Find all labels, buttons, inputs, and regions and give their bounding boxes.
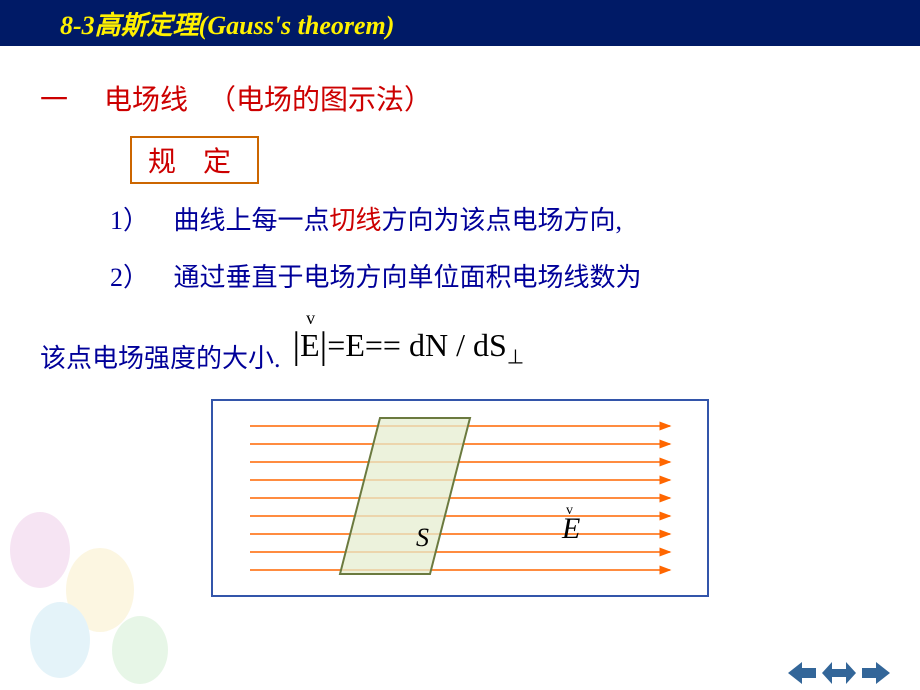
rule-1-post: 方向为该点电场方向,	[382, 206, 623, 235]
field-line-diagram: SEv	[210, 398, 710, 598]
eq1: =	[327, 315, 345, 376]
next-slide-button[interactable]	[862, 662, 890, 684]
prev-slide-button[interactable]	[788, 662, 816, 684]
rule-label-box: 规 定	[130, 136, 259, 184]
abs-open: |	[293, 310, 301, 382]
background-balloons	[0, 390, 200, 690]
rule-1-pre: 曲线上每一点	[174, 206, 330, 235]
title-en: (Gauss's theorem)	[199, 11, 395, 40]
nav-bar	[788, 662, 890, 684]
eq2: =	[365, 315, 383, 376]
rule-1-highlight: 切线	[330, 206, 382, 235]
rule-2-num: 2）	[110, 263, 149, 292]
section-title-main: 电场线	[104, 78, 188, 118]
section-heading: 一 电场线 （电场的图示法）	[0, 48, 920, 118]
E-vector: vE	[300, 315, 320, 376]
E-mid: E	[345, 315, 365, 376]
diagram-svg: SEv	[210, 398, 710, 598]
section-marker: 一	[40, 78, 68, 118]
svg-text:v: v	[566, 503, 573, 518]
rule-2-text-a: 通过垂直于电场方向单位面积电场线数为	[174, 263, 642, 292]
rule-2-line-a: 2） 通过垂直于电场方向单位面积电场线数为	[0, 245, 920, 302]
vector-hat-icon: v	[306, 301, 315, 335]
rule-1-line: 1） 曲线上每一点切线方向为该点电场方向,	[0, 184, 920, 245]
rule-2-line-b: 该点电场强度的大小. |vE| = E = = dN / dS⊥	[0, 302, 920, 384]
title-cn: 8-3高斯定理	[60, 11, 199, 40]
expr-right: = dN / dS	[383, 327, 507, 363]
slide-header: 8-3高斯定理(Gauss's theorem)	[0, 0, 920, 48]
section-title-paren: （电场的图示法）	[208, 78, 432, 118]
perp-sub: ⊥	[507, 346, 524, 368]
formula: |vE| = E = = dN / dS⊥	[293, 310, 525, 382]
section-nav-button[interactable]	[822, 662, 856, 684]
rule-label-text: 规 定	[148, 147, 241, 178]
dN-dS: = dN / dS⊥	[383, 315, 524, 376]
rule-2-text-b: 该点电场强度的大小.	[40, 334, 281, 383]
rule-1-num: 1）	[110, 206, 149, 235]
svg-text:S: S	[416, 523, 429, 552]
abs-close: |	[320, 310, 328, 382]
slide-title: 8-3高斯定理(Gauss's theorem)	[60, 5, 394, 42]
